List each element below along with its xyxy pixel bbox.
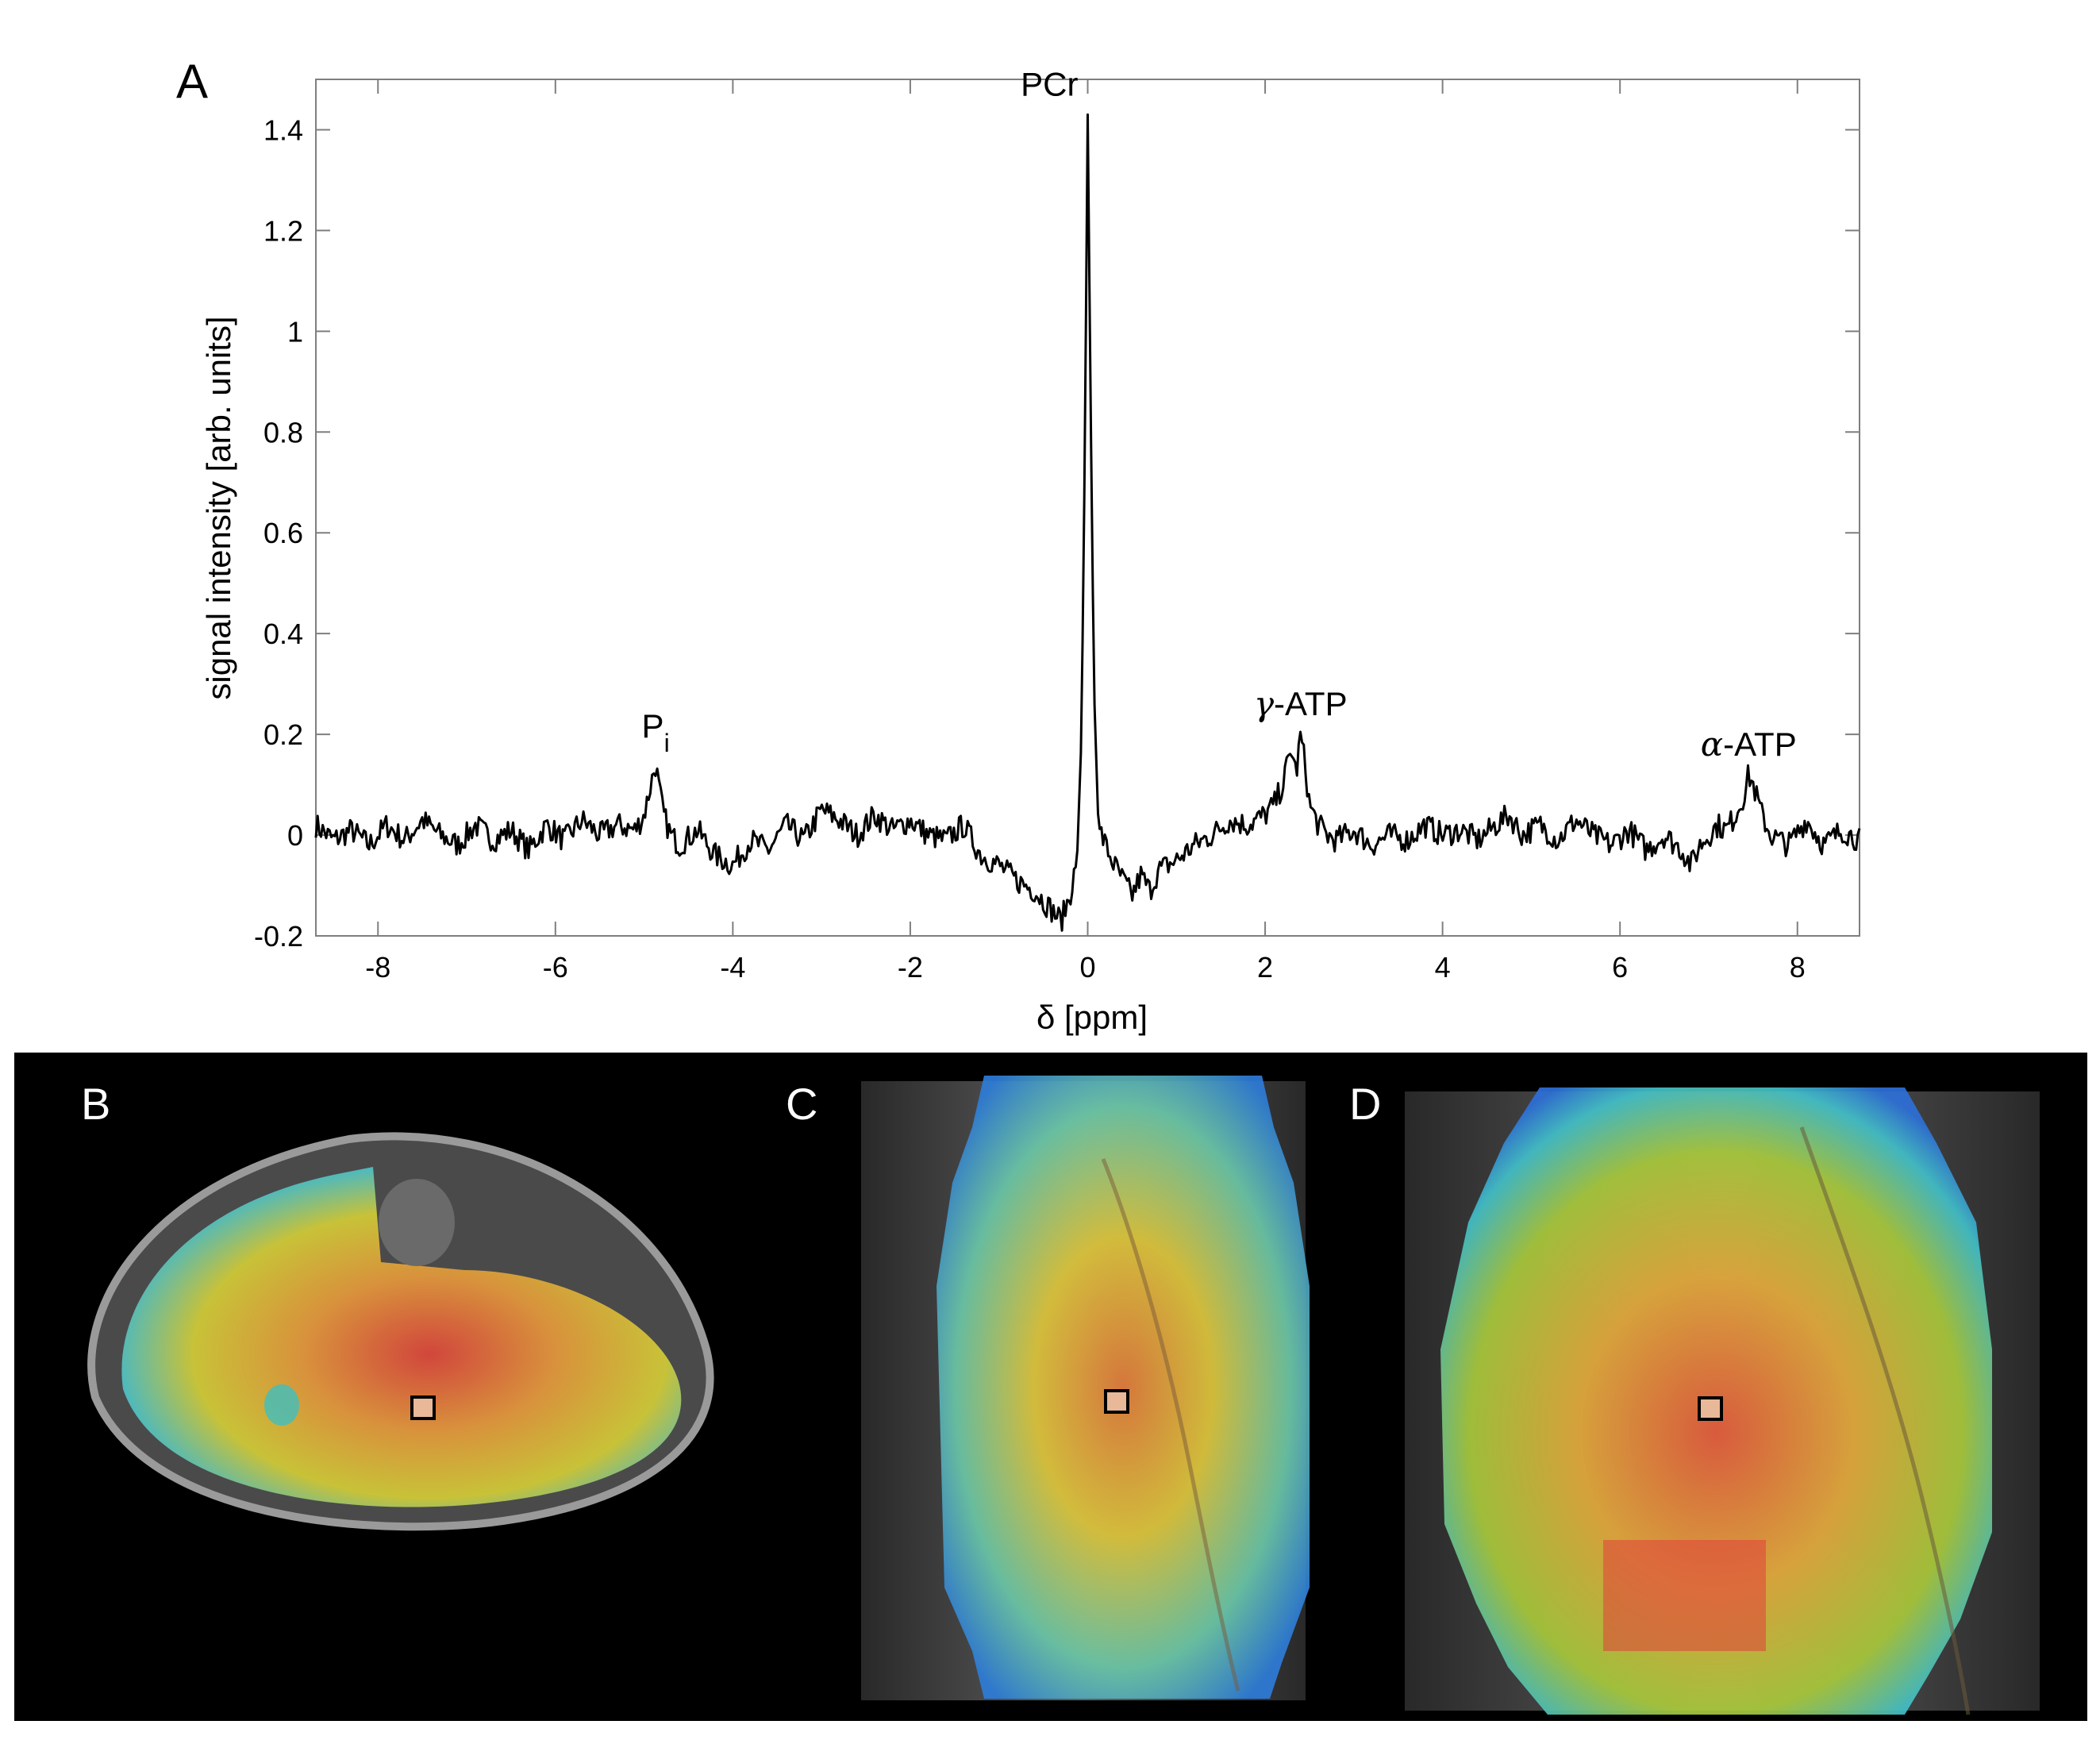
mri-image-d: D (1349, 1079, 2040, 1715)
panel-label-b: B (81, 1079, 110, 1129)
voxel-marker-b (410, 1395, 436, 1420)
y-tick-label: 1 (287, 315, 303, 348)
y-tick-label: -0.2 (254, 920, 303, 953)
y-tick-label: 0 (287, 819, 303, 852)
y-tick-label: 1.2 (263, 214, 303, 247)
x-tick-label: 4 (1435, 951, 1451, 984)
x-tick-label: 2 (1257, 951, 1273, 984)
x-tick-label: -4 (720, 951, 745, 984)
y-tick-label: 1.4 (263, 114, 303, 146)
peak-label-1: PCr (1021, 65, 1078, 102)
peak-labels: Pi PCr γ-ATP α-ATP (642, 65, 1797, 763)
spectrum-panel: A -0.2 0 0.2 0.4 0.6 0.8 1 1.2 1.4 -8 -6 -4 -2 0 2 4 6 8… (176, 55, 1861, 1036)
x-axis: -8 -6 -4 -2 0 2 4 6 8 (365, 79, 1806, 984)
x-tick-label: -2 (898, 951, 923, 984)
mri-image-c: C (786, 1076, 1310, 1700)
voxel-marker-c (1104, 1389, 1129, 1414)
panel-label-a: A (176, 55, 208, 108)
panel-label-c: C (786, 1079, 817, 1129)
spectrum-line (314, 113, 1861, 932)
peak-label-3: α-ATP (1701, 725, 1797, 764)
y-tick-label: 0.4 (263, 618, 303, 650)
peak-label-0: Pi (642, 707, 670, 757)
y-axis: -0.2 0 0.2 0.4 0.6 0.8 1 1.2 1.4 (254, 114, 1860, 953)
y-tick-label: 0.8 (263, 416, 303, 448)
x-axis-label: δ [ppm] (1037, 999, 1148, 1036)
x-tick-label: -6 (543, 951, 568, 984)
x-tick-label: 6 (1612, 951, 1628, 984)
x-tick-label: 0 (1079, 951, 1095, 984)
y-tick-label: 0.6 (263, 517, 303, 549)
x-tick-label: -8 (365, 951, 390, 984)
peak-label-2: γ-ATP (1254, 684, 1348, 723)
mri-image-b: B (81, 1079, 714, 1531)
voxel-marker-d (1698, 1396, 1723, 1421)
y-tick-label: 0.2 (263, 718, 303, 751)
y-axis-label: signal intensity [arb. units] (200, 316, 237, 699)
x-tick-label: 8 (1790, 951, 1806, 984)
panel-label-d: D (1349, 1079, 1381, 1129)
